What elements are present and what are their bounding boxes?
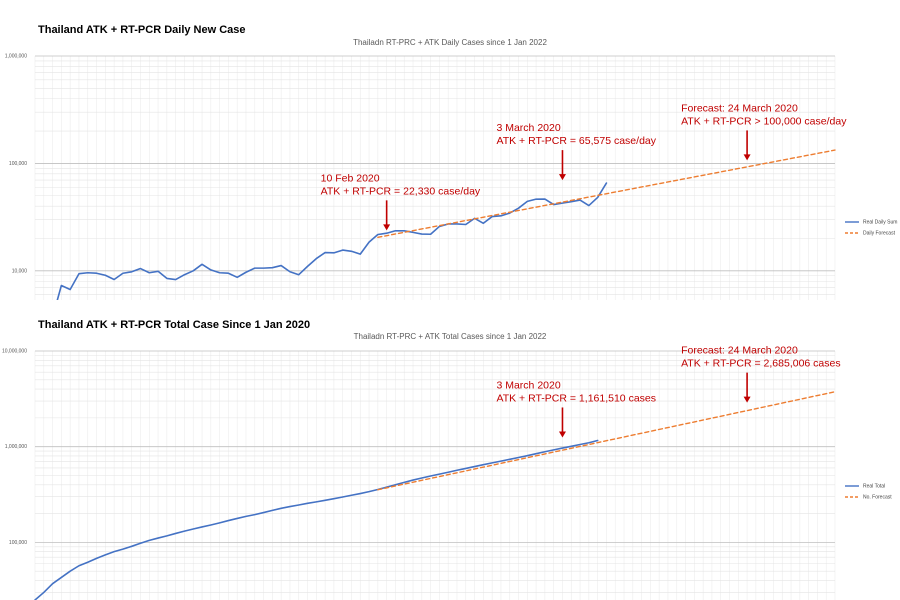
daily-cases-chart: Thailadn RT-PRC + ATK Daily Cases since … [5,38,897,300]
legend-label: No. Forecast [863,495,892,501]
annotation-arrow-head [558,174,566,181]
annotation-value-text: ATK + RT-PCR = 1,161,510 cases [496,392,656,404]
total-section-title: Thailand ATK + RT-PCR Total Case Since 1… [38,319,311,331]
daily-y-tick-label: 10,000 [12,268,28,274]
annotation-arrow-head [743,396,751,403]
total-cases-chart: Thailadn RT-PRC + ATK Total Cases since … [2,332,892,600]
daily-legend: Real Daily Sum Daily Forecast [845,220,897,237]
daily-section-title: Thailand ATK + RT-PCR Daily New Case [38,24,246,36]
legend-label: Real Daily Sum [863,220,897,226]
total-vertical-gridlines [34,351,836,600]
annotation-value-text: ATK + RT-PCR = 22,330 case/day [321,185,481,197]
total-horizontal-gridlines [35,350,835,593]
annotation-arrow-head [383,224,391,231]
total-y-tick-label: 100,000 [9,540,27,546]
total-legend: Real Total No. Forecast [845,484,892,501]
legend-label: Daily Forecast [863,231,896,237]
total-y-tick-label: 1,000,000 [5,444,27,450]
legend-label: Real Total [863,484,885,490]
total-chart-title: Thailadn RT-PRC + ATK Total Cases since … [354,332,547,341]
annotation-value-text: ATK + RT-PCR = 2,685,006 cases [681,358,841,370]
annotation-date-text: Forecast: 24 March 2020 [681,345,798,357]
annotation-date-text: Forecast: 24 March 2020 [681,102,798,114]
daily-series-real-line [56,182,608,300]
annotation-arrow-head [743,154,751,161]
annotation-arrow-head [558,431,566,438]
total-series-forecast-line [377,391,836,491]
annotation-value-text: ATK + RT-PCR = 65,575 case/day [496,135,656,147]
annotation-date-text: 10 Feb 2020 [321,172,380,184]
daily-y-tick-label: 1,000,000 [5,54,27,60]
daily-chart-title: Thailadn RT-PRC + ATK Daily Cases since … [353,38,547,47]
total-y-tick-label: 10,000,000 [2,349,27,355]
daily-horizontal-gridlines [35,55,835,295]
total-series-real-line [34,439,599,600]
daily-series-forecast-line [377,149,836,239]
annotation-date-text: 3 March 2020 [496,379,560,391]
daily-y-tick-label: 100,000 [9,161,27,167]
daily-vertical-gridlines [34,56,836,300]
annotation-date-text: 3 March 2020 [496,122,560,134]
annotation-value-text: ATK + RT-PCR > 100,000 case/day [681,115,847,127]
